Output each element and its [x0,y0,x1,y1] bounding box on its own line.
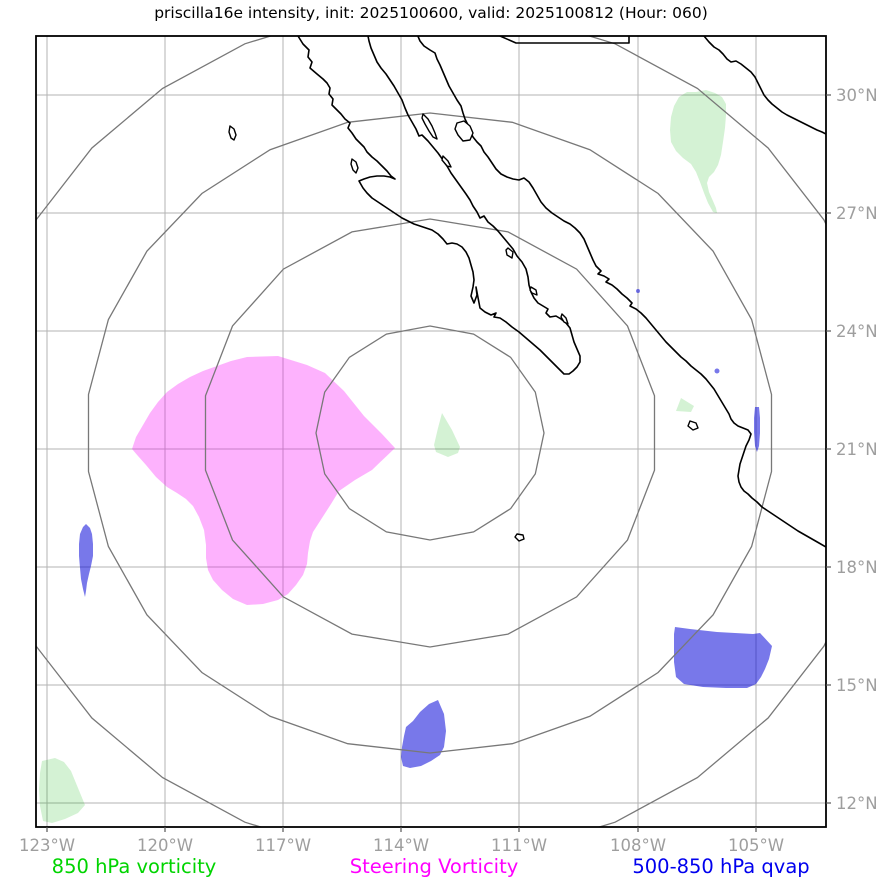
x-tick-label: 120°W [137,836,193,855]
isla-carmen [505,247,514,259]
legend-850hpa-vorticity: 850 hPa vorticity [51,855,217,878]
vort850-region-east-small [676,398,694,412]
y-tick-label: 18°N [836,558,878,577]
qvap-region-south-center [401,700,446,768]
x-tick-label: 111°W [491,836,547,855]
x-tick-label: 117°W [255,836,311,855]
mainland-mexico-coast [416,36,826,548]
y-tick-label: 12°N [836,794,878,813]
legend-steering-vorticity: Steering Vorticity [349,855,519,878]
vort850-region-center [434,413,460,457]
qvap-dot-2 [714,368,720,374]
rio-grande-border [703,36,826,135]
chart-title: priscilla16e intensity, init: 2025100600… [154,4,708,22]
qvap-region-west-sliver [79,524,93,597]
islas-marias [687,420,699,431]
grid-lines [36,36,826,827]
vort850-region-southwest [39,758,85,823]
qvap-region-southeast [674,627,772,688]
range-ring-2 [204,218,656,648]
isla-espiritu-santo [529,286,538,296]
range-ring-3 [87,112,773,754]
qvap-region-east-bar [754,407,760,452]
y-tick-label: 30°N [836,86,878,105]
us-mexico-border-straight [499,36,630,44]
vort850-region-northeast [670,90,726,213]
qvap-dot-1 [636,289,640,293]
isla-angel-de-la-guarda [421,113,438,140]
isla-cedros [350,158,359,174]
isla-guadalupe [228,125,237,141]
isla-tiburon [454,120,474,142]
y-tick-label: 24°N [836,322,878,341]
steering-vorticity-region [132,356,395,605]
x-tick-label: 108°W [610,836,666,855]
isla-san-lorenzo [441,155,452,168]
map-frame [35,35,827,828]
y-tick-label: 15°N [836,676,878,695]
plot-area [36,36,826,827]
axis-ticks: 123°W 120°W 117°W 114°W 111°W 108°W 105°W 30°N 2… [19,86,878,855]
range-rings [36,36,826,827]
y-tick-label: 21°N [836,440,878,459]
range-ring-1 [315,325,545,541]
x-tick-label: 123°W [19,836,75,855]
isla-socorro [514,533,525,542]
isla-cerralvo [560,313,569,325]
x-tick-label: 105°W [728,836,784,855]
baja-california-peninsula [297,36,581,375]
x-tick-label: 114°W [373,836,429,855]
range-ring-4 [36,36,826,827]
y-tick-label: 27°N [836,204,878,223]
legend-500-850hpa-qvap: 500-850 hPa qvap [632,855,810,878]
coastlines [297,36,826,548]
